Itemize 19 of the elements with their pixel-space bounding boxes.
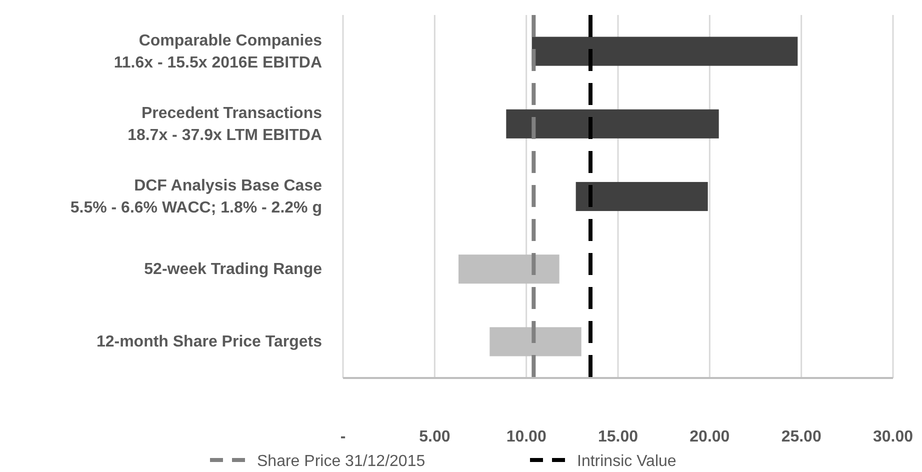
y-tick-label: DCF Analysis Base Case 5.5% - 6.6% WACC; 1.8% - 2.2% g (70, 178, 322, 216)
x-tick-label: 20.00 (690, 428, 730, 446)
y-tick-label: Precedent Transactions 18.7x - 37.9x LTM EBITDA (128, 104, 322, 144)
x-tick-label: 10.00 (506, 428, 546, 446)
bar (506, 109, 719, 138)
y-tick-label: 12-month Share Price Targets (96, 334, 322, 351)
x-tick-label: 5.00 (419, 428, 450, 446)
legend-label: Intrinsic Value (577, 453, 676, 470)
bar (490, 327, 582, 356)
x-tick-label: 30.00 (872, 428, 914, 446)
x-tick-label: - (340, 428, 346, 446)
bar (576, 182, 708, 212)
y-tick-label: 52-week Trading Range (144, 261, 322, 278)
x-tick-label: 25.00 (781, 428, 822, 446)
y-tick-label: Comparable Companies 11.6x - 15.5x 2016E EBITDA (114, 32, 322, 72)
bar (532, 36, 798, 66)
x-tick-label: 15.00 (598, 428, 638, 446)
legend-label: Share Price 31/12/2015 (257, 453, 426, 470)
bar (458, 254, 560, 284)
